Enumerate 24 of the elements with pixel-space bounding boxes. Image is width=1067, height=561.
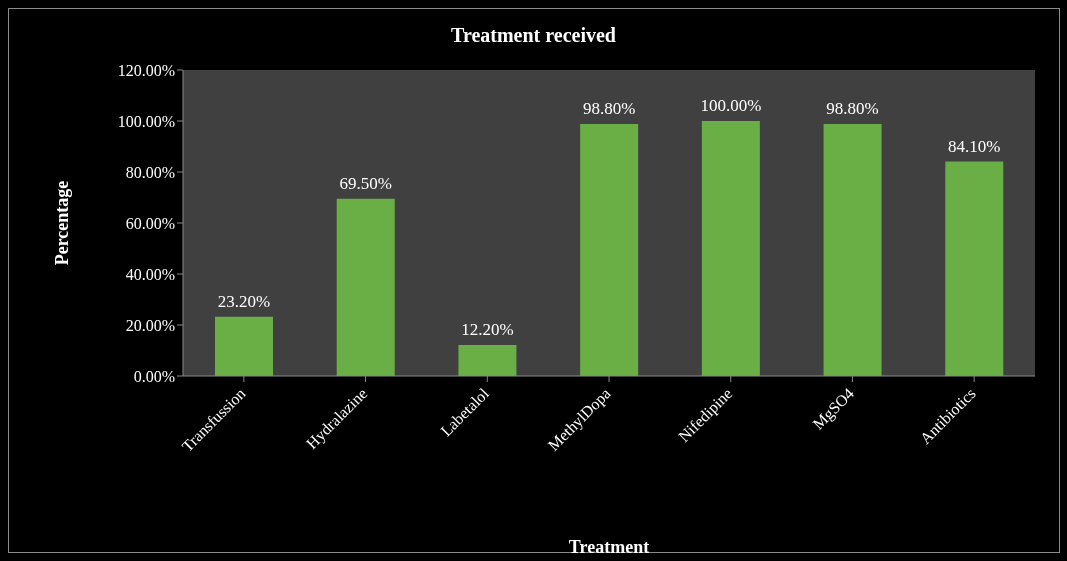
y-tick-label: 100.00% bbox=[117, 112, 175, 130]
bar bbox=[336, 198, 395, 376]
y-axis-title: Percentage bbox=[52, 180, 73, 266]
data-label: 100.00% bbox=[700, 96, 762, 115]
x-axis-title: Treatment bbox=[568, 537, 650, 557]
data-label: 69.50% bbox=[339, 173, 392, 193]
data-label: 98.80% bbox=[826, 99, 879, 119]
data-label: 23.20% bbox=[217, 291, 271, 311]
data-label: 84.10% bbox=[948, 136, 1001, 156]
y-tick-label: 120.00% bbox=[117, 61, 175, 79]
bar bbox=[215, 316, 273, 376]
y-tick-label: 0.00% bbox=[133, 367, 175, 385]
bar bbox=[701, 121, 760, 376]
data-label: 12.20% bbox=[461, 319, 514, 339]
y-tick-label: 80.00% bbox=[125, 163, 175, 181]
data-label: 98.80% bbox=[582, 99, 636, 119]
bar bbox=[823, 124, 882, 376]
bar bbox=[458, 344, 517, 376]
y-tick-label: 40.00% bbox=[125, 265, 175, 283]
bar bbox=[580, 124, 639, 376]
bar bbox=[945, 161, 1004, 376]
chart-title: Treatment received bbox=[450, 24, 617, 47]
y-tick-label: 60.00% bbox=[125, 214, 175, 232]
y-tick-label: 20.00% bbox=[125, 316, 175, 334]
